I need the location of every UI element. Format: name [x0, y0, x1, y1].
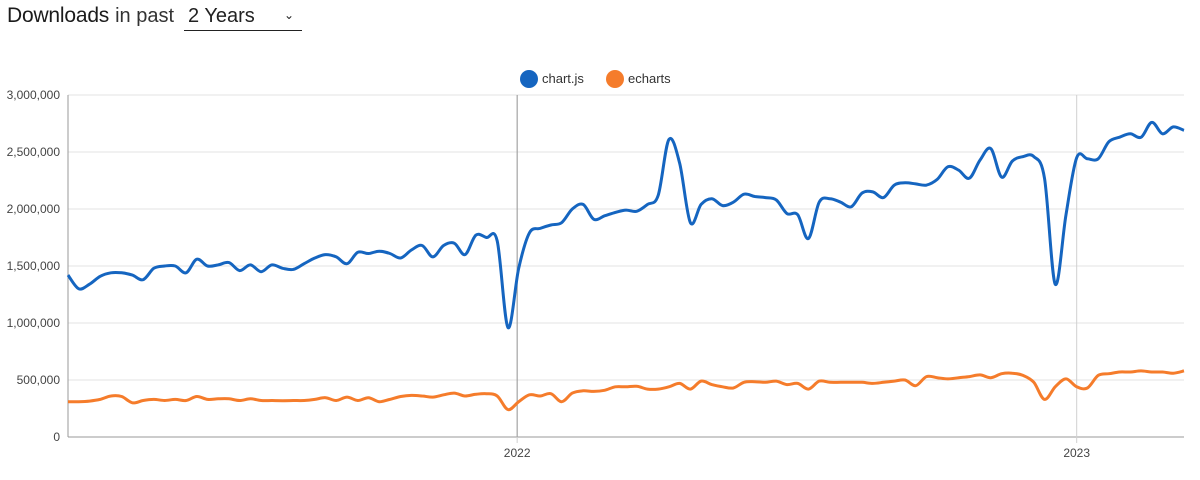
x-tick-label: 2023	[1063, 446, 1090, 460]
y-tick-label: 1,000,000	[7, 316, 61, 330]
header-subtitle: in past	[115, 5, 175, 27]
downloads-header: Downloads in past 2 Years ⌄	[7, 4, 303, 36]
chart-axes: 0 500,000 1,000,000 1,500,000 2,000,000 2,500…	[7, 88, 1091, 460]
y-tick-label: 500,000	[17, 373, 61, 387]
y-tick-label: 2,500,000	[7, 145, 61, 159]
y-tick-label: 3,000,000	[7, 88, 61, 102]
chart-series	[66, 120, 1185, 412]
y-tick-label: 1,500,000	[7, 259, 61, 273]
legend-item-chart-js[interactable]: chart.js	[520, 70, 584, 88]
legend-label: chart.js	[542, 71, 584, 86]
period-select[interactable]: 2 Years ⌄	[184, 5, 303, 31]
x-tick-label: 2022	[504, 446, 531, 460]
y-tick-label: 2,000,000	[7, 202, 61, 216]
y-tick-label: 0	[53, 430, 60, 444]
chart-legend: chart.js echarts	[520, 70, 671, 88]
header-title: Downloads	[7, 4, 110, 27]
chevron-down-icon: ⌄	[283, 8, 295, 22]
series-line-chart-js[interactable]	[66, 120, 1185, 330]
period-select-value: 2 Years	[188, 5, 255, 27]
legend-swatch	[520, 70, 538, 88]
legend-swatch	[606, 70, 624, 88]
legend-item-echarts[interactable]: echarts	[606, 70, 671, 88]
legend-label: echarts	[628, 71, 671, 86]
series-line-echarts[interactable]	[67, 369, 1185, 412]
